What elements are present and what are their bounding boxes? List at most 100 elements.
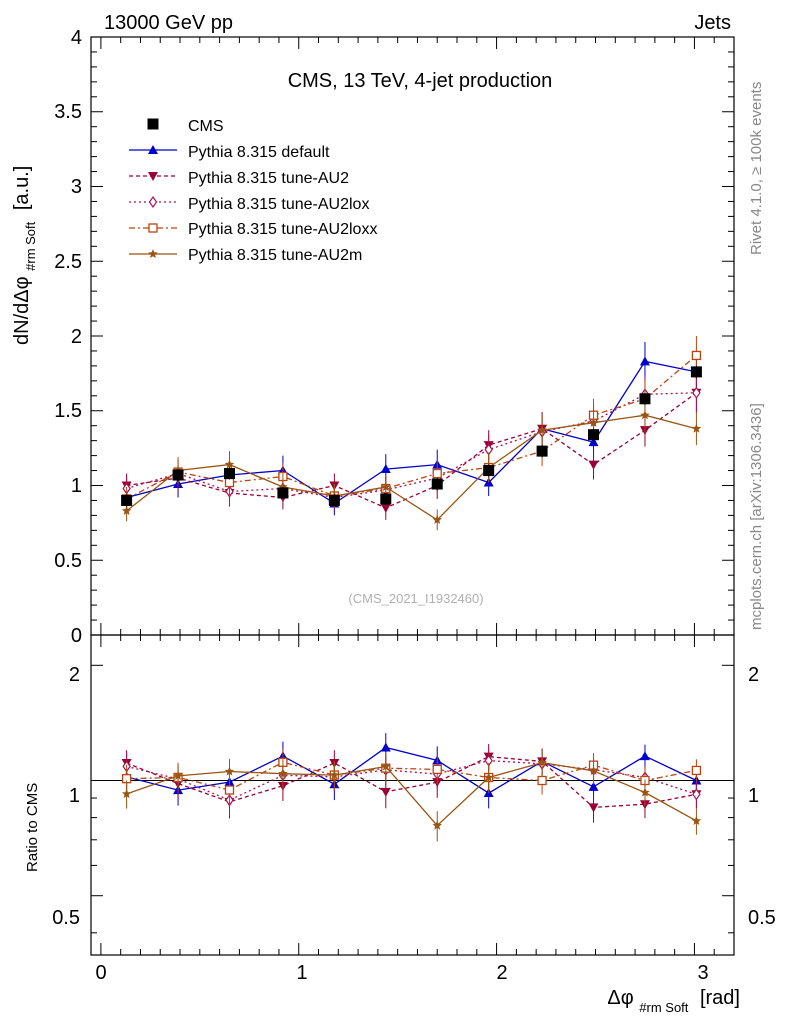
data-point	[639, 356, 650, 366]
plot-title: CMS, 13 TeV, 4-jet production	[288, 70, 553, 92]
x-label-text: Δφ	[607, 987, 633, 1009]
legend-entry-cms: CMS	[147, 118, 224, 135]
data-point	[224, 477, 235, 488]
data-point	[537, 425, 547, 435]
legend-entry-au2loxx: Pythia 8.315 tune-AU2loxx	[129, 221, 377, 238]
ratio-point	[380, 787, 391, 797]
ratio-point	[224, 766, 235, 776]
ratio-point	[537, 775, 547, 786]
x-axis-label: Δφ #rm Soft [rad]	[607, 987, 740, 1017]
data-point	[224, 459, 235, 469]
data-point	[380, 464, 391, 474]
axis-ticks	[91, 36, 734, 955]
main-y-tick-3.5: 3.5	[54, 101, 82, 123]
main-y-tick-4: 4	[71, 27, 82, 49]
legend-symbol	[147, 118, 159, 130]
ratio-y-tick-labels: 0.5 1 2 0.5 1 2	[52, 664, 776, 929]
series-line-pythia-8-315-tune-au2lox	[126, 392, 697, 499]
ratio-point	[121, 789, 132, 798]
ratio-point	[691, 815, 702, 825]
legend-entry-au2lox: Pythia 8.315 tune-AU2lox	[129, 195, 369, 213]
data-point	[588, 437, 599, 447]
ratio-point	[432, 764, 442, 775]
legend-label-au2: Pythia 8.315 tune-AU2	[188, 170, 349, 187]
data-point	[588, 429, 600, 441]
rivet-note: Rivet 4.1.0, ≥ 100k events	[748, 82, 765, 255]
ratio-y-tick-2-left: 2	[69, 664, 80, 686]
data-point	[691, 423, 702, 433]
ratio-y-tick-2-right: 2	[748, 664, 759, 686]
ratio-y-tick-0.5-left: 0.5	[52, 907, 80, 929]
ratio-point	[640, 787, 650, 797]
legend-marker-cms	[147, 118, 159, 130]
ratio-point	[329, 770, 340, 780]
ratio-line-pythia-8-315-tune-au2loxx	[126, 761, 697, 791]
data-point	[432, 468, 442, 479]
legend-marker-au2lox	[129, 195, 177, 209]
mcplots-note: mcplots.cern.ch [arXiv:1306.3436]	[748, 403, 765, 630]
ratio-line-pythia-8-315-tune-au2m	[126, 761, 697, 827]
legend-label-au2loxx: Pythia 8.315 tune-AU2loxx	[188, 221, 377, 238]
data-point	[172, 469, 184, 481]
legend-symbol	[148, 172, 158, 181]
main-y-tick-0.5: 0.5	[54, 550, 82, 572]
legend-marker-au2loxx	[129, 223, 177, 233]
x-label-unit: [rad]	[700, 987, 740, 1009]
ratio-line-pythia-8-315-tune-au2	[126, 755, 697, 809]
y-main-label-sub: #rm Soft	[23, 221, 38, 271]
y-axis-label-main: dN/dΔφ #rm Soft [a.u.]	[11, 166, 38, 345]
legend-entry-au2m: Pythia 8.315 tune-AU2m	[129, 247, 362, 264]
data-point	[692, 386, 701, 399]
data-point	[588, 417, 599, 427]
data-point	[536, 445, 548, 457]
ratio-point	[639, 751, 650, 761]
ratio-series-pythia-8-315-tune-au2m	[121, 749, 702, 842]
main-y-tick-labels: 0 0.5 1 1.5 2 2.5 3 3.5 4	[54, 27, 82, 647]
main-y-tick-2.5: 2.5	[54, 251, 82, 273]
ratio-series-layer	[121, 733, 702, 842]
main-y-tick-1: 1	[71, 475, 82, 497]
data-point	[691, 350, 702, 361]
ratio-point	[588, 781, 599, 791]
ratio-point	[381, 761, 391, 771]
data-point	[588, 460, 599, 470]
legend-marker-au2	[129, 172, 177, 181]
series-line-pythia-8-315-tune-au2loxx	[126, 354, 697, 500]
legend-symbol	[148, 195, 158, 209]
legend-label-au2m: Pythia 8.315 tune-AU2m	[188, 247, 362, 264]
series-line-pythia-8-315-tune-au2m	[126, 414, 697, 521]
legend-entry-default: Pythia 8.315 default	[129, 144, 330, 161]
ratio-point	[173, 770, 183, 780]
main-y-tick-0: 0	[71, 625, 82, 647]
ratio-line-pythia-8-315-default	[126, 746, 697, 794]
legend-label-cms: CMS	[188, 118, 224, 135]
legend-label-default: Pythia 8.315 default	[188, 144, 330, 161]
data-point	[690, 366, 702, 378]
ratio-panel-frame	[90, 634, 735, 956]
main-y-tick-1.5: 1.5	[54, 400, 82, 422]
ratio-point	[588, 803, 599, 813]
ratio-y-tick-1-right: 1	[748, 785, 759, 807]
data-point	[121, 494, 133, 506]
series-cms	[121, 365, 702, 507]
ratio-point	[483, 772, 494, 782]
main-y-tick-3: 3	[71, 176, 82, 198]
x-tick-1: 1	[296, 962, 307, 984]
ratio-point	[692, 788, 701, 801]
x-label-sub: #rm Soft	[639, 1000, 689, 1015]
main-y-tick-2: 2	[71, 326, 82, 348]
legend-marker-default	[129, 145, 177, 154]
data-point	[639, 393, 651, 405]
y-main-label-text: dN/dΔφ	[11, 276, 33, 345]
legend-entry-au2: Pythia 8.315 tune-AU2	[129, 170, 349, 187]
data-point	[380, 503, 391, 513]
ratio-point	[537, 757, 547, 767]
legend-marker-au2m	[129, 249, 177, 258]
main-series-layer	[121, 336, 702, 531]
beam-label: 13000 GeV pp	[104, 12, 233, 34]
legend: CMS Pythia 8.315 default Pythia 8.315 tu…	[129, 118, 377, 264]
data-point	[483, 465, 495, 477]
ratio-point	[278, 768, 288, 778]
